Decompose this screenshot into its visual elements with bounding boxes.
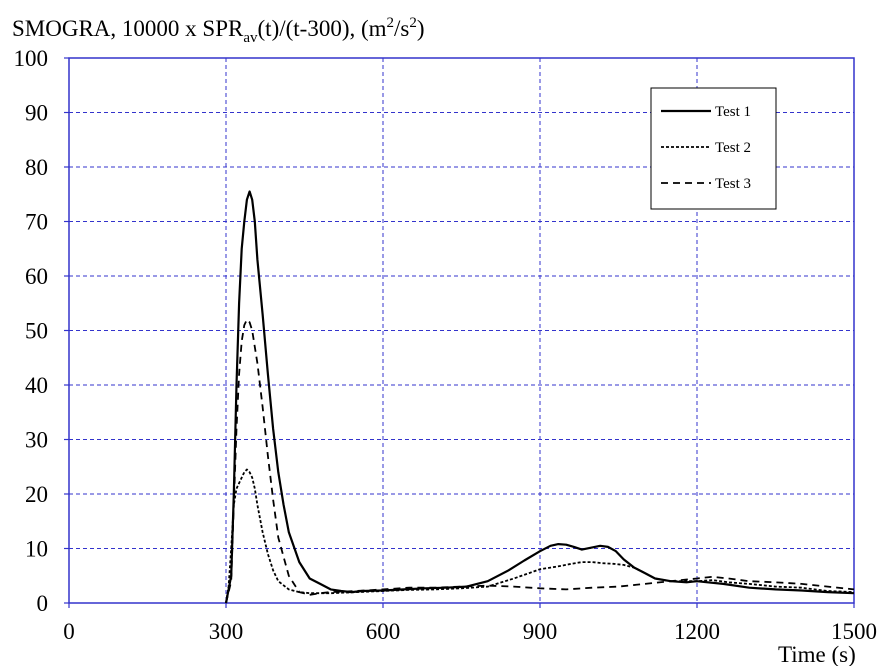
legend-box: [650, 87, 777, 210]
legend-label-1: Test 1: [715, 104, 751, 120]
legend-label-3: Test 3: [715, 176, 751, 192]
y-tick-label: 80: [25, 155, 48, 180]
series-lines: [224, 190, 855, 604]
x-tick-label: 1200: [674, 619, 720, 644]
legend: Test 1 Test 2 Test 3: [650, 87, 777, 210]
y-tick-label: 60: [25, 264, 48, 289]
y-tick-label: 10: [25, 537, 48, 562]
x-axis-label: Time (s): [778, 642, 856, 666]
x-tick-label: 300: [209, 619, 244, 644]
x-tick-label: 600: [366, 619, 401, 644]
y-tick-label: 40: [25, 373, 48, 398]
series-line-2: [225, 468, 855, 604]
y-tick-label: 20: [25, 482, 48, 507]
y-tick-label: 30: [25, 428, 48, 453]
axes: 0 10 20 30 40 50 60 70 80 90 100 0 300 600 900 1200 1500: [14, 46, 878, 644]
x-tick-label: 900: [523, 619, 558, 644]
x-tick-label: 0: [63, 619, 75, 644]
y-tick-label: 100: [14, 46, 49, 71]
y-tick-label: 70: [25, 210, 48, 235]
y-tick-label: 50: [25, 319, 48, 344]
chart-title: SMOGRA, 10000 x SPRav(t)/(t-300), (m2/s2…: [12, 15, 425, 46]
y-tick-label: 90: [25, 101, 48, 126]
legend-label-2: Test 2: [715, 140, 751, 156]
x-tick-label: 1500: [831, 619, 877, 644]
y-tick-label: 0: [37, 591, 49, 616]
